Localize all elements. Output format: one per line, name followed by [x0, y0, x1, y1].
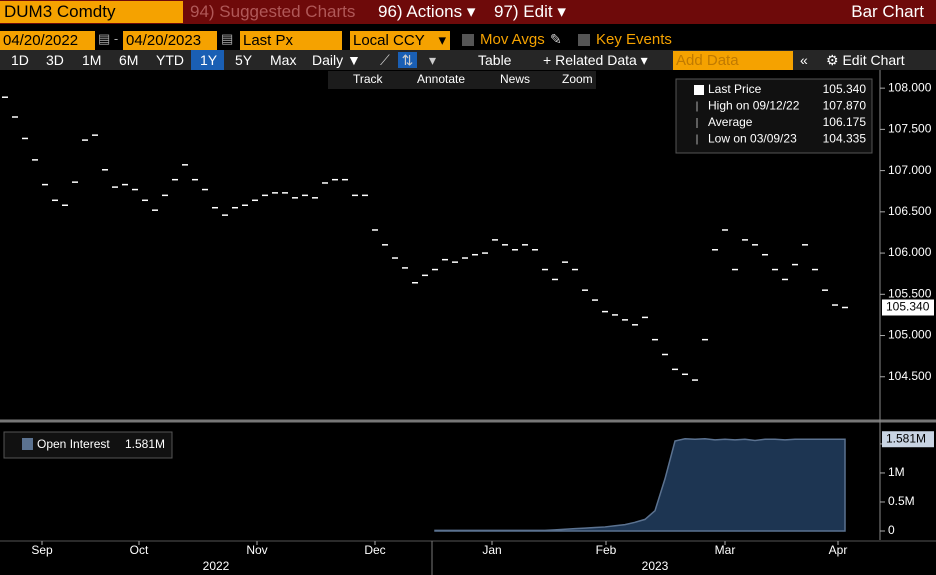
period[interactable]: YTD	[156, 52, 184, 68]
field[interactable]: Last Px	[240, 31, 342, 50]
x-tick-label: Feb	[596, 543, 617, 557]
oi-legend-value: 1.581M	[125, 437, 165, 451]
legend-value: 106.175	[823, 115, 867, 129]
y-tick-label: 107.500	[888, 122, 932, 136]
tool-bar	[328, 71, 596, 89]
y-tick-label: 106.000	[888, 245, 932, 259]
y-tick-label: 0	[888, 523, 895, 537]
period[interactable]: 1Y	[200, 52, 218, 68]
legend-value: 105.340	[823, 82, 867, 96]
tool[interactable]: Annotate	[417, 72, 465, 86]
legend-label: Last Price	[708, 82, 762, 96]
period[interactable]: Max	[270, 52, 297, 68]
x-tick-label: Mar	[715, 543, 736, 557]
menu-label: 97) Edit	[494, 2, 553, 21]
frequency[interactable]: Daily ▼	[312, 52, 361, 68]
checkbox[interactable]	[462, 34, 474, 46]
frequency-label: Daily	[312, 52, 344, 68]
legend-label: Average	[708, 115, 753, 129]
area	[434, 437, 846, 532]
checkbox[interactable]	[578, 34, 590, 46]
page-title: Bar Chart	[851, 2, 924, 21]
end-date[interactable]: 04/20/2023	[123, 31, 217, 50]
period[interactable]: 1D	[11, 52, 29, 68]
tool[interactable]: Track	[353, 72, 384, 86]
menu[interactable]: 94) Suggested Charts	[190, 2, 356, 21]
tool[interactable]: News	[500, 72, 530, 86]
button[interactable]: + Related Data ▾	[543, 52, 648, 68]
year-label: 2023	[642, 559, 669, 573]
period[interactable]: 5Y	[235, 52, 253, 68]
legend-value: 107.870	[823, 99, 867, 113]
x-tick-label: Nov	[246, 543, 267, 557]
y-tick-label: 106.500	[888, 204, 932, 218]
start-date[interactable]: 04/20/2022	[0, 31, 95, 50]
tool[interactable]: Zoom	[562, 72, 593, 86]
x-tick-label: Sep	[31, 543, 53, 557]
currency-label: Local CCY	[353, 32, 425, 49]
x-tick-label: Dec	[364, 543, 385, 557]
period[interactable]: 3D	[46, 52, 64, 68]
y-tick-label: 107.000	[888, 163, 932, 177]
legend-label: High on 09/12/22	[708, 99, 800, 113]
button-label: Edit Chart	[842, 52, 905, 68]
y-tick-label: 108.000	[888, 80, 932, 94]
x-tick-label: Apr	[829, 543, 848, 557]
year-label: 2022	[203, 559, 230, 573]
last-value-box	[882, 299, 934, 316]
button[interactable]: Table	[478, 52, 512, 68]
checkbox-label: Key Events	[596, 31, 672, 48]
x-tick-label: Oct	[130, 543, 149, 557]
button[interactable]: ⚙ Edit Chart	[826, 52, 905, 68]
y-tick-label: 0.5M	[888, 494, 915, 508]
oi-swatch	[22, 438, 33, 450]
selected-period	[191, 50, 224, 70]
last-value-label: 105.340	[886, 300, 930, 314]
oi-legend-name: Open Interest	[37, 437, 110, 451]
currency[interactable]: Local CCY ▾	[350, 31, 450, 50]
legend-value-box	[882, 431, 934, 448]
y-tick-label: 104.500	[888, 369, 932, 383]
checkbox-label: Mov Avgs	[480, 31, 545, 48]
y-tick-label: 1M	[888, 465, 905, 479]
menu[interactable]: 97) Edit ▾	[494, 2, 566, 21]
period[interactable]: 1M	[82, 52, 102, 68]
legend-value-axis-label: 1.581M	[886, 431, 926, 445]
y-tick-label: 105.500	[888, 286, 932, 300]
menu[interactable]: 96) Actions ▾	[378, 2, 476, 21]
period[interactable]: 6M	[119, 52, 139, 68]
legend-value: 104.335	[823, 132, 867, 146]
ticker[interactable]: DUM3 Comdty	[0, 1, 183, 23]
legend	[675, 78, 873, 154]
x-tick-label: Jan	[482, 543, 501, 557]
button-label: Related Data	[555, 52, 637, 68]
legend-label: Low on 03/09/23	[708, 132, 797, 146]
y-tick-label: 105.000	[888, 328, 932, 342]
menu-label: 96) Actions	[378, 2, 463, 21]
legend-icon	[694, 85, 704, 95]
add-data[interactable]: Add Data	[673, 51, 793, 70]
